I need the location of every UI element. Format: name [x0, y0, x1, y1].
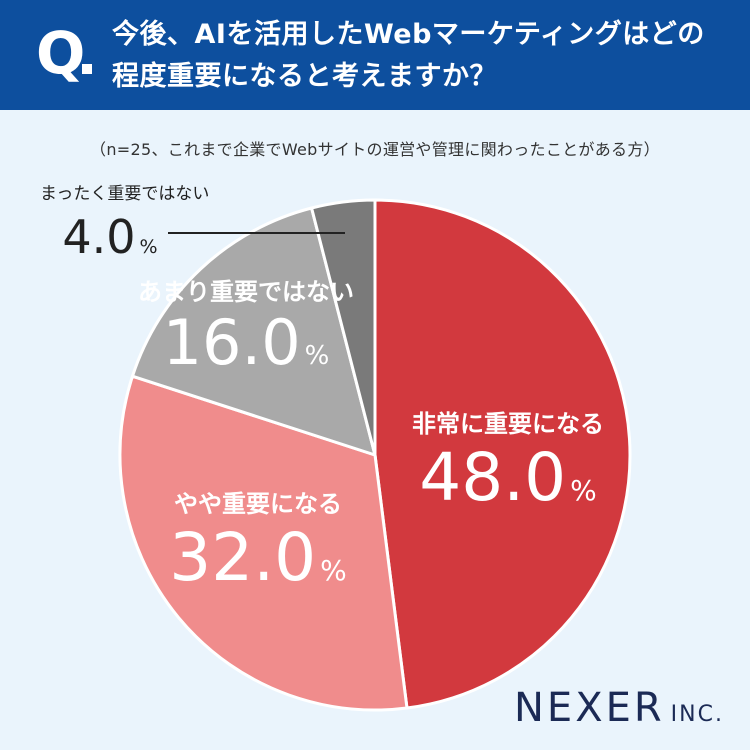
pie-slice-not-important-at-all: [310, 198, 377, 457]
slice-value-not-very-important: 16.0%: [163, 306, 330, 379]
pie-slice-somewhat-important: [118, 374, 409, 712]
slice-label-somewhat-important: やや重要になる: [174, 490, 342, 518]
slice-label-not-very-important: あまり重要ではない: [138, 278, 354, 306]
logo-name: NEXER: [514, 685, 665, 731]
q-mark: Q: [36, 19, 86, 87]
question-text: 今後、AIを活用したWebマーケティングはどの程度重要になると考えますか？: [112, 19, 705, 92]
q-dot: [82, 64, 92, 74]
nexer-logo: NEXER INC.: [514, 688, 724, 735]
pie-slice-very-important: [373, 198, 632, 710]
pie-slice-not-very-important: [130, 206, 377, 457]
slice-label-very-important: 非常に重要になる: [412, 410, 604, 438]
slice-label-not-important-at-all: まったく重要ではない: [40, 184, 209, 204]
sample-note: （n=25、これまで企業でWebサイトの運営や管理に関わったことがある方）: [90, 140, 660, 159]
question-header: Q 今後、AIを活用したWebマーケティングはどの程度重要になると考えますか？: [0, 0, 750, 110]
slice-value-somewhat-important: 32.0%: [169, 519, 347, 596]
slice-value-very-important: 48.0%: [419, 439, 597, 516]
slice-value-not-important-at-all: 4.0%: [62, 210, 157, 264]
logo-suffix: INC.: [670, 702, 724, 727]
